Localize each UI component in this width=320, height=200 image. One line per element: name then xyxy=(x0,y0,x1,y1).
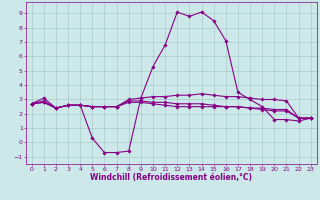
X-axis label: Windchill (Refroidissement éolien,°C): Windchill (Refroidissement éolien,°C) xyxy=(90,173,252,182)
